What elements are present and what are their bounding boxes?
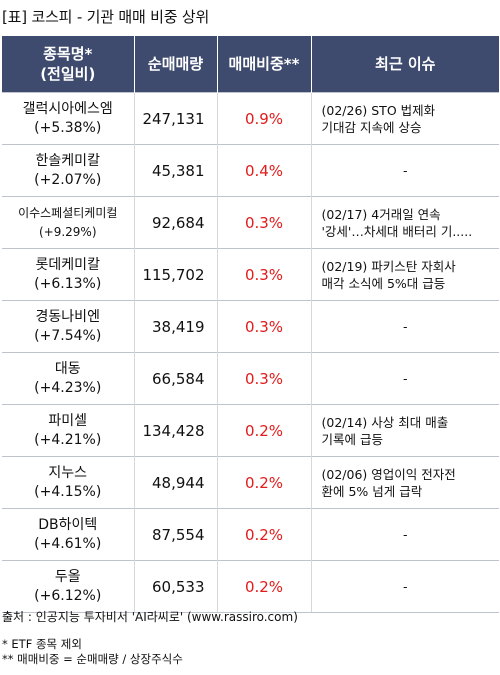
table-row: 두올 (+6.12%) 60,533 0.2% -: [2, 560, 499, 613]
table-header-row: 종목명* (전일비) 순매매량 매매비중** 최근 이슈: [2, 36, 499, 93]
issue-line2: 매각 소식에 5%대 급등: [321, 275, 446, 291]
footnotes: * ETF 종목 제외 ** 매매비중 = 순매매량 / 상장주식수: [2, 637, 183, 667]
stock-change: (+6.13%): [34, 275, 102, 292]
header-stock-name: 종목명* (전일비): [2, 36, 134, 93]
table-row: DB하이텍 (+4.61%) 87,554 0.2% -: [2, 508, 499, 561]
net-volume-cell: 134,428: [133, 404, 217, 457]
net-volume-cell: 38,419: [133, 300, 217, 353]
table-row: 대동 (+4.23%) 66,584 0.3% -: [2, 352, 499, 405]
ratio-cell: 0.4%: [216, 144, 311, 197]
table-row: 한솔케미칼 (+2.07%) 45,381 0.4% -: [2, 144, 499, 197]
stock-name: 경동나비엔: [35, 308, 100, 325]
issue-cell: -: [310, 300, 499, 353]
stock-change: (+9.29%): [38, 224, 97, 239]
stock-name: 대동: [54, 360, 81, 377]
issue-line1: -: [402, 371, 408, 386]
header-issue: 최근 이슈: [310, 36, 499, 93]
issue-line1: (02/26) STO 법제화: [321, 102, 436, 118]
ratio-cell: 0.3%: [216, 300, 311, 353]
header-name-line2: (전일비): [40, 65, 96, 83]
stock-name: 이수스페셜티케미컬: [18, 205, 118, 220]
page-title: [표] 코스피 - 기관 매매 비중 상위: [2, 8, 210, 26]
issue-cell: -: [310, 508, 499, 561]
table-row: 경동나비엔 (+7.54%) 38,419 0.3% -: [2, 300, 499, 353]
issue-line1: -: [402, 163, 408, 178]
header-ratio: 매매비중**: [216, 36, 311, 93]
stock-name: 파미셀: [48, 412, 88, 429]
stock-name: DB하이텍: [38, 516, 98, 533]
stock-name-cell: 파미셀 (+4.21%): [2, 404, 134, 457]
source-note: 출처 : 인공지능 투자비서 'AI라씨로' (www.rassiro.com): [2, 610, 298, 624]
net-volume-cell: 60,533: [133, 560, 217, 613]
net-volume-cell: 45,381: [133, 144, 217, 197]
stock-name-cell: 대동 (+4.23%): [2, 352, 134, 405]
table-row: 롯데케미칼 (+6.13%) 115,702 0.3% (02/19) 파키스탄 자회사…: [2, 248, 499, 301]
stock-change: (+5.38%): [34, 119, 102, 136]
stock-name: 한솔케미칼: [35, 152, 100, 169]
issue-line2: 기대감 지속에 상승: [321, 119, 422, 135]
stock-name-cell: 한솔케미칼 (+2.07%): [2, 144, 134, 197]
stock-name: 지누스: [48, 464, 88, 481]
stock-change: (+4.21%): [34, 431, 102, 448]
stock-name-cell: DB하이텍 (+4.61%): [2, 508, 134, 561]
stock-name-cell: 경동나비엔 (+7.54%): [2, 300, 134, 353]
footnote-ratio: ** 매매비중 = 순매매량 / 상장주식수: [2, 652, 183, 666]
issue-line2: '강세'…차세대 배터리 기.....: [321, 223, 473, 239]
stock-change: (+7.54%): [34, 327, 102, 344]
ratio-cell: 0.3%: [216, 352, 311, 405]
institution-trading-table: 종목명* (전일비) 순매매량 매매비중** 최근 이슈 갤럭시아에스엠 (+5.…: [2, 36, 499, 613]
stock-name-cell: 지누스 (+4.15%): [2, 456, 134, 509]
net-volume-cell: 87,554: [133, 508, 217, 561]
stock-change: (+6.12%): [34, 587, 102, 604]
stock-name-cell: 두올 (+6.12%): [2, 560, 134, 613]
issue-cell: (02/17) 4거래일 연속 '강세'…차세대 배터리 기.....: [310, 196, 499, 249]
stock-name-cell: 롯데케미칼 (+6.13%): [2, 248, 134, 301]
net-volume-cell: 48,944: [133, 456, 217, 509]
stock-change: (+4.15%): [34, 483, 102, 500]
table-row: 지누스 (+4.15%) 48,944 0.2% (02/06) 영업이익 전자전 환에 …: [2, 456, 499, 509]
issue-line1: -: [402, 579, 408, 594]
table-row: 이수스페셜티케미컬 (+9.29%) 92,684 0.3% (02/17) 4거래일 …: [2, 196, 499, 249]
table-row: 파미셀 (+4.21%) 134,428 0.2% (02/14) 사상 최대 매출 기록…: [2, 404, 499, 457]
footnote-etf: * ETF 종목 제외: [2, 637, 82, 651]
table-row: 갤럭시아에스엠 (+5.38%) 247,131 0.9% (02/26) STO 법제…: [2, 92, 499, 145]
ratio-cell: 0.2%: [216, 560, 311, 613]
header-net-volume: 순매매량: [133, 36, 217, 93]
issue-line2: 기록에 급등: [321, 431, 383, 447]
header-name-line1: 종목명*: [43, 45, 93, 63]
stock-name: 롯데케미칼: [35, 256, 100, 273]
stock-name: 두올: [54, 568, 81, 585]
stock-change: (+4.23%): [34, 379, 102, 396]
net-volume-cell: 66,584: [133, 352, 217, 405]
issue-line1: (02/06) 영업이익 전자전: [321, 466, 456, 482]
issue-line2: 환에 5% 넘게 급락: [321, 483, 423, 499]
issue-cell: -: [310, 352, 499, 405]
stock-name: 갤럭시아에스엠: [22, 100, 113, 117]
issue-line1: (02/14) 사상 최대 매출: [321, 414, 449, 430]
stock-name-cell: 이수스페셜티케미컬 (+9.29%): [2, 196, 134, 249]
ratio-cell: 0.3%: [216, 196, 311, 249]
ratio-cell: 0.2%: [216, 456, 311, 509]
issue-line1: -: [402, 527, 408, 542]
issue-cell: (02/06) 영업이익 전자전 환에 5% 넘게 급락: [310, 456, 499, 509]
issue-cell: (02/19) 파키스탄 자회사 매각 소식에 5%대 급등: [310, 248, 499, 301]
ratio-cell: 0.3%: [216, 248, 311, 301]
issue-cell: -: [310, 560, 499, 613]
net-volume-cell: 115,702: [133, 248, 217, 301]
ratio-cell: 0.2%: [216, 508, 311, 561]
ratio-cell: 0.9%: [216, 92, 311, 145]
issue-cell: (02/14) 사상 최대 매출 기록에 급등: [310, 404, 499, 457]
stock-change: (+4.61%): [34, 535, 102, 552]
issue-line1: (02/17) 4거래일 연속: [321, 206, 441, 222]
stock-name-cell: 갤럭시아에스엠 (+5.38%): [2, 92, 134, 145]
net-volume-cell: 247,131: [133, 92, 217, 145]
issue-line1: -: [402, 319, 408, 334]
issue-cell: -: [310, 144, 499, 197]
issue-line1: (02/19) 파키스탄 자회사: [321, 258, 456, 274]
ratio-cell: 0.2%: [216, 404, 311, 457]
net-volume-cell: 92,684: [133, 196, 217, 249]
issue-cell: (02/26) STO 법제화 기대감 지속에 상승: [310, 92, 499, 145]
stock-change: (+2.07%): [34, 171, 102, 188]
